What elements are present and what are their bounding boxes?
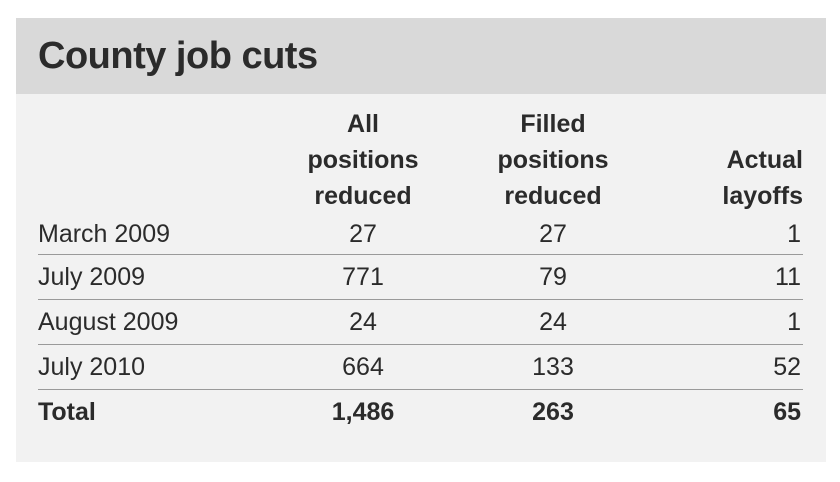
header-row: All positions reduced Filled positions r… bbox=[38, 106, 803, 214]
row-filled-positions: 133 bbox=[458, 344, 648, 390]
total-actual-layoffs: 65 bbox=[773, 397, 801, 426]
table-row: July 2009 771 79 11 bbox=[38, 254, 803, 300]
row-period: July 2010 bbox=[38, 344, 268, 390]
header-all-positions: All positions reduced bbox=[268, 106, 458, 214]
row-filled-positions: 79 bbox=[458, 254, 648, 300]
header-all-line-2: positions bbox=[307, 146, 419, 174]
row-period: March 2009 bbox=[38, 214, 268, 255]
header-layoffs-line-1: Actual bbox=[726, 146, 803, 174]
header-all-line-3: reduced bbox=[314, 182, 412, 210]
header-filled-positions: Filled positions reduced bbox=[458, 106, 648, 214]
page-title: County job cuts bbox=[38, 35, 318, 77]
total-label: Total bbox=[38, 397, 96, 426]
header-layoffs-line-2: layoffs bbox=[722, 182, 803, 210]
header-period bbox=[38, 106, 268, 214]
header-all-line-1: All bbox=[347, 110, 379, 138]
row-all-positions: 771 bbox=[268, 254, 458, 300]
row-actual-layoffs: 1 bbox=[648, 299, 803, 345]
title-bar: County job cuts bbox=[16, 18, 826, 94]
table-row: August 2009 24 24 1 bbox=[38, 299, 803, 345]
table-row: March 2009 27 27 1 bbox=[38, 214, 803, 255]
row-all-positions: 27 bbox=[268, 214, 458, 255]
total-row: Total 1,486 263 65 bbox=[38, 390, 803, 435]
row-all-positions: 24 bbox=[268, 299, 458, 345]
row-filled-positions: 24 bbox=[458, 299, 648, 345]
job-cuts-card: County job cuts All positions reduced Fi… bbox=[16, 18, 826, 462]
job-cuts-table: All positions reduced Filled positions r… bbox=[38, 106, 803, 434]
header-filled-line-2: positions bbox=[497, 146, 609, 174]
row-all-positions: 664 bbox=[268, 344, 458, 390]
row-period: July 2009 bbox=[38, 254, 268, 300]
total-all-positions: 1,486 bbox=[331, 397, 395, 426]
header-filled-line-3: reduced bbox=[504, 182, 602, 210]
row-filled-positions: 27 bbox=[458, 214, 648, 255]
table-row: July 2010 664 133 52 bbox=[38, 344, 803, 390]
header-filled-line-1: Filled bbox=[520, 110, 586, 138]
header-actual-layoffs: Actual layoffs bbox=[648, 106, 803, 214]
row-period: August 2009 bbox=[38, 299, 268, 345]
row-actual-layoffs: 1 bbox=[648, 214, 803, 255]
row-actual-layoffs: 52 bbox=[648, 344, 803, 390]
row-actual-layoffs: 11 bbox=[648, 254, 803, 300]
total-filled-positions: 263 bbox=[532, 397, 574, 426]
